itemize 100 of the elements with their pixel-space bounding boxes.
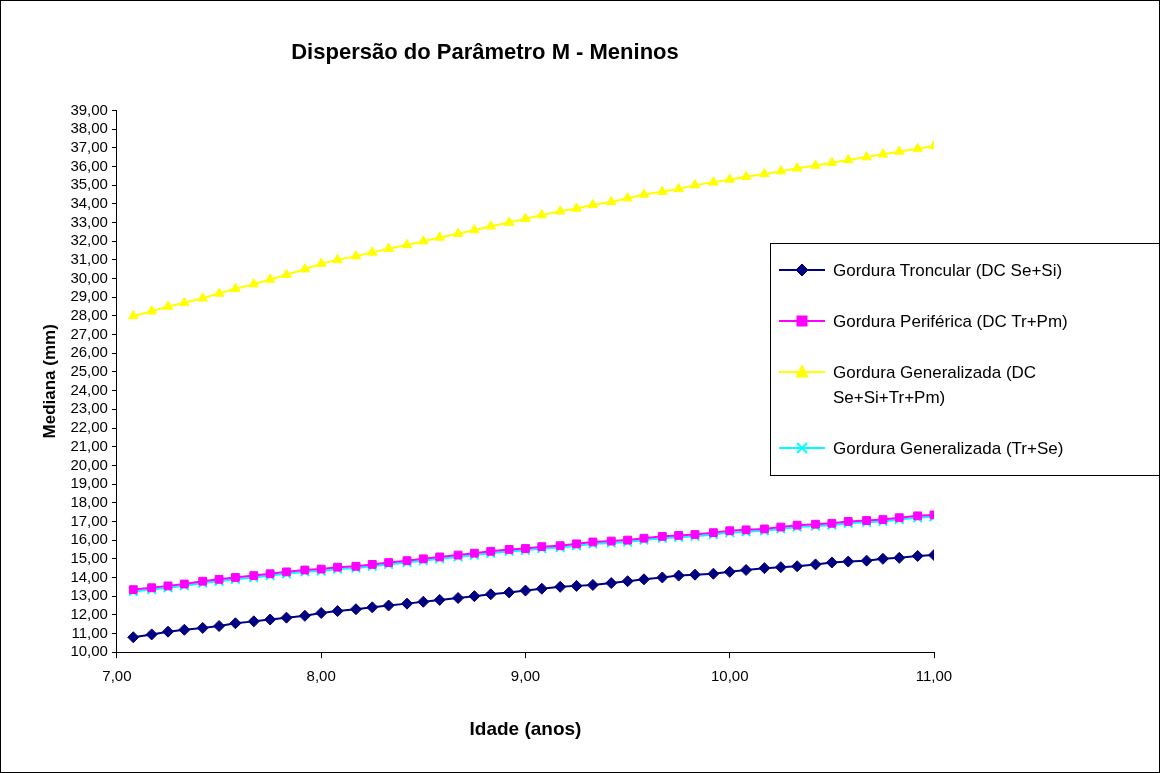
point [196,621,209,634]
y-tick-label: 28,00 [70,306,108,324]
point [554,205,566,215]
legend-label: Gordura Generalizada (Tr+Se) [833,438,1064,460]
y-tick-label: 11,00 [71,623,108,641]
point [893,551,906,564]
point [759,167,770,178]
point [298,609,311,622]
point [554,580,567,593]
point [877,148,889,158]
point [825,556,838,569]
point [842,153,854,164]
point [723,565,736,578]
point [775,165,787,175]
point [367,246,378,256]
y-tick-label: 10,00 [70,642,108,660]
point [280,611,293,624]
x-tick-label: 8,00 [306,667,336,685]
point [672,569,685,582]
point [485,220,497,230]
legend-label: Gordura Generalizada (DC Se+Si+Tr+Pm) [833,362,1038,409]
point [912,142,923,152]
y-tick-label: 30,00 [70,268,108,286]
point [621,575,634,588]
x-axis-title: Idade (anos) [469,717,582,739]
point [366,601,379,614]
point [861,151,872,161]
point [536,209,548,219]
point [281,268,292,279]
y-tick-label: 17,00 [70,511,108,529]
x-tick-label: 7,00 [102,667,132,685]
point [145,628,158,641]
chart-title: Dispersão do Parâmetro M - Meninos [291,39,679,65]
point [876,552,889,565]
point [434,231,445,241]
point [179,296,190,307]
y-tick-label: 38,00 [70,119,108,137]
point [570,579,583,592]
y-axis-title: Mediana (mm) [39,324,59,439]
point [740,564,753,576]
point [146,305,157,315]
legend-label: Gordura Periférica (DC Tr+Pm) [833,311,1068,333]
point [860,554,873,567]
point [452,227,464,237]
y-tick-label: 26,00 [70,343,108,361]
y-tick-label: 16,00 [70,530,108,548]
point [178,623,191,636]
x-tick-label: 9,00 [510,667,541,685]
point [503,586,516,599]
y-tick-label: 21,00 [70,436,108,454]
point [383,242,394,252]
point [758,562,771,575]
y-tick-label: 15,00 [70,548,108,566]
point [791,162,803,172]
y-tick-label: 25,00 [70,362,108,380]
point [229,617,242,630]
y-tick-label: 24,00 [70,380,108,398]
point [637,573,650,586]
point [315,606,328,619]
point [571,202,582,212]
y-tick-label: 18,00 [70,492,108,510]
point [230,282,241,293]
point [213,620,226,633]
point [673,182,684,193]
point [606,195,617,206]
point [469,223,480,234]
point [128,309,139,320]
point [657,185,668,195]
point [264,273,276,283]
point [433,593,446,606]
point [605,577,618,590]
legend-label: Gordura Troncular (DC Se+Si) [833,260,1063,282]
point [401,238,413,249]
x-tick-label: 10,00 [710,667,749,685]
point [299,263,311,273]
point [587,198,599,208]
point [503,216,515,226]
point [724,173,735,183]
y-tick-label: 31,00 [70,250,108,267]
y-tick-label: 19,00 [70,474,108,492]
point [247,615,260,628]
point [894,145,905,155]
point [331,605,344,618]
point [809,558,822,571]
point [264,613,277,626]
y-tick-label: 23,00 [70,399,108,417]
point [689,179,701,189]
point [810,159,821,169]
point [774,561,787,574]
point [417,595,430,608]
point [197,292,208,302]
y-tick-label: 34,00 [70,193,108,211]
point [791,560,804,573]
y-tick-label: 13,00 [70,586,108,604]
y-tick-label: 39,00 [70,100,108,118]
point [689,568,702,581]
x-tick-label: 11,00 [915,667,953,685]
point [826,156,838,166]
point [740,170,752,180]
point [418,235,429,245]
